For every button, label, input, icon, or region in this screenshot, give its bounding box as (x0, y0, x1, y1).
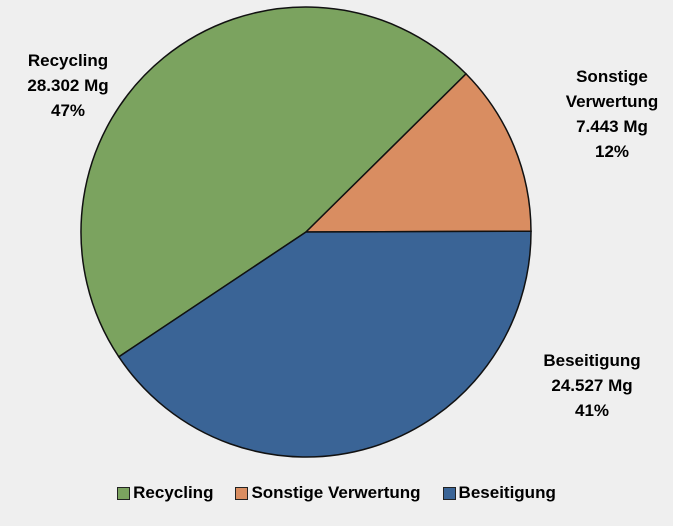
legend-label: Sonstige Verwertung (251, 483, 421, 502)
legend: Recycling Sonstige Verwertung Beseitigung (0, 483, 673, 503)
slice-percent: 41% (574, 401, 610, 420)
legend-item: Sonstige Verwertung (235, 483, 421, 503)
legend-swatch (442, 486, 456, 500)
pie-slice (117, 230, 532, 458)
data-label: Recycling 28.302 Mg 47% (0, 48, 143, 123)
data-label: Sonstige Verwertung 7.443 Mg 12% (552, 64, 672, 164)
legend-label: Recycling (133, 483, 214, 502)
legend-item: Recycling (117, 483, 213, 503)
pie-slice (304, 72, 532, 233)
slice-value: 7.443 Mg (576, 117, 648, 136)
slice-name: Recycling (27, 51, 109, 70)
slice-percent: 47% (50, 101, 86, 120)
pie-slice (80, 6, 468, 358)
legend-item: Beseitigung (442, 483, 556, 503)
legend-swatch (117, 486, 131, 500)
legend-swatch (235, 486, 249, 500)
slice-percent: 12% (594, 142, 630, 161)
slice-value: 24.527 Mg (551, 376, 633, 395)
data-label: Beseitigung 24.527 Mg 41% (517, 348, 667, 423)
legend-label: Beseitigung (458, 483, 556, 502)
slice-name: Beseitigung (543, 351, 641, 370)
slice-name: Sonstige Verwertung (565, 67, 659, 111)
slice-value: 28.302 Mg (27, 76, 109, 95)
